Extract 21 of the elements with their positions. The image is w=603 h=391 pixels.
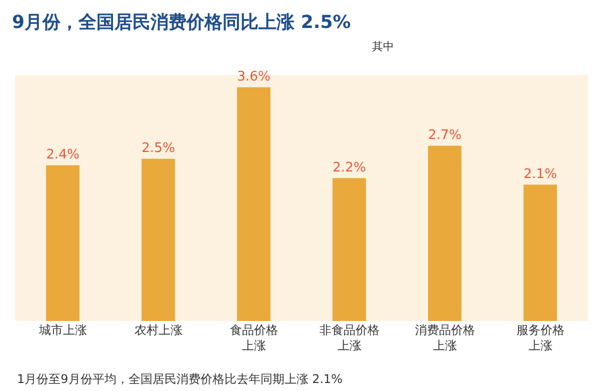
chart-subtitle: 其中	[372, 40, 394, 53]
text: 1月份至9月份平均，全国居民消费价格比去年同期上涨 2.1%	[17, 372, 343, 386]
x-tick-label: 城市上涨	[38, 323, 87, 337]
data-label: 2.2%	[332, 160, 366, 176]
bar	[142, 158, 175, 321]
x-tick-label: 农村上涨	[134, 323, 182, 337]
data-label: 2.1%	[524, 167, 557, 182]
data-label: 3.6%	[237, 70, 270, 85]
bar	[237, 87, 270, 321]
data-label: 2.5%	[142, 141, 175, 156]
bar	[332, 178, 366, 321]
x-tick-label: 食品价格上涨	[230, 323, 278, 353]
x-tick-label: 非食品价格上涨	[319, 323, 380, 353]
bar	[46, 165, 80, 321]
data-label: 2.7%	[428, 128, 462, 144]
data-label: 2.4%	[46, 148, 80, 163]
x-tick-label: 消费品价格上涨	[414, 323, 475, 353]
bar	[524, 184, 557, 321]
chart-title: 9月份，全国居民消费价格同比上涨 2.5%	[12, 12, 351, 34]
x-tick-label: 服务价格上涨	[516, 323, 564, 353]
bar	[428, 146, 462, 321]
